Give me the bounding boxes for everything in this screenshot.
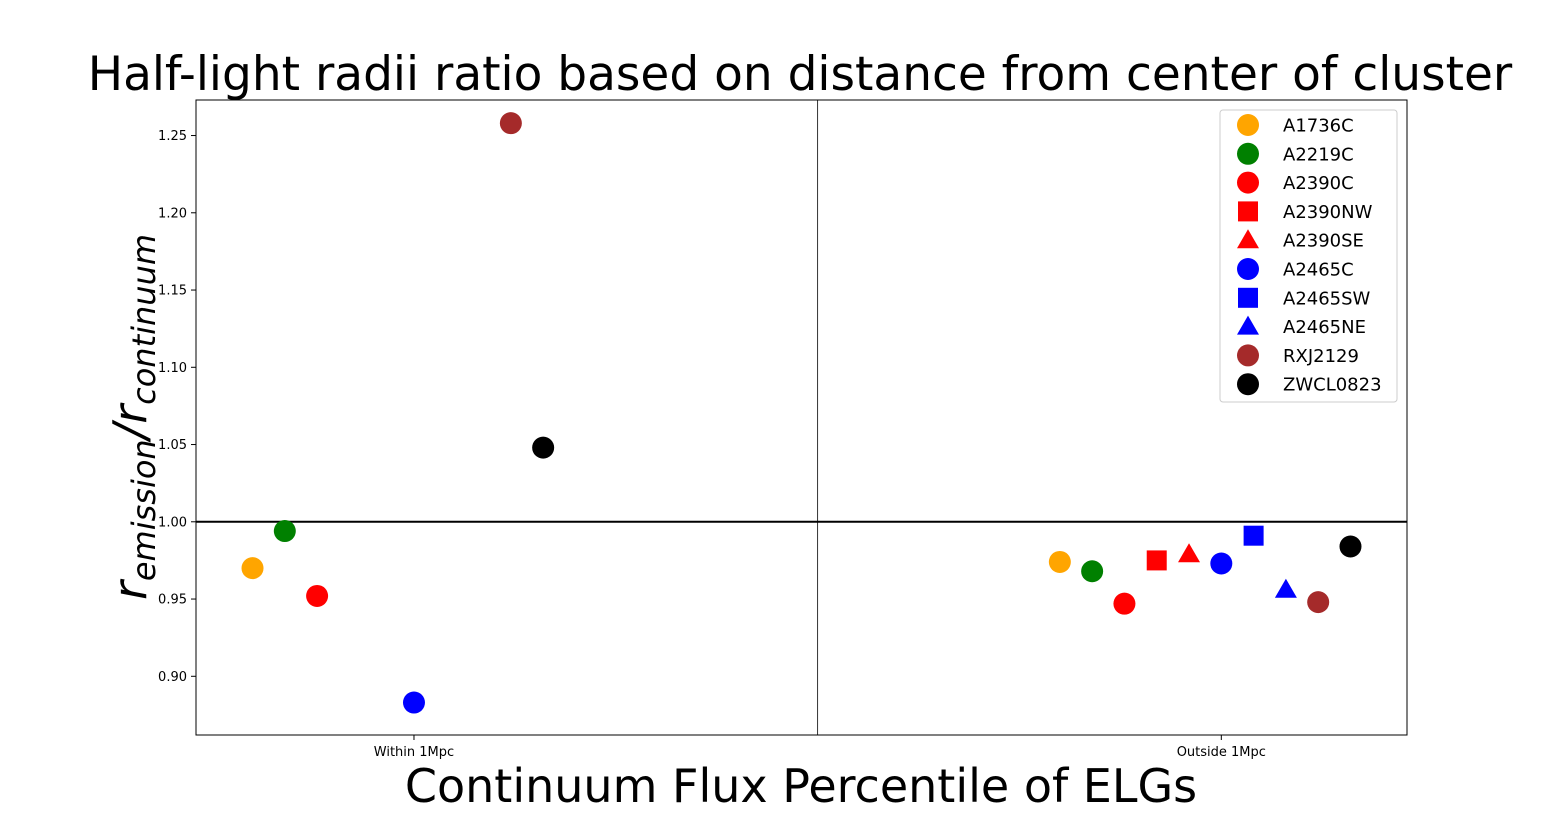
- data-point-a2465ne: [1274, 578, 1297, 598]
- data-point-a1736c: [1048, 550, 1071, 573]
- legend-label-a2390se: A2390SE: [1283, 231, 1364, 252]
- legend-label-a2390nw: A2390NW: [1283, 202, 1373, 223]
- chart-title: Half-light radii ratio based on distance…: [88, 47, 1513, 102]
- legend-marker-a2465ne: [1237, 315, 1259, 335]
- y-label-main: r: [103, 578, 157, 600]
- legend-marker-rxj2129: [1237, 344, 1259, 367]
- data-points: [241, 112, 1362, 714]
- legend-marker-a1736c: [1237, 114, 1259, 136]
- legend-marker-a2219c: [1237, 142, 1259, 165]
- reference-lines: [196, 100, 1407, 735]
- legend-label-a2219c: A2219C: [1283, 144, 1354, 165]
- data-point-a2219c: [273, 520, 296, 543]
- y-label-sub-emission: emission: [125, 439, 163, 581]
- y-tick-label: 0.90: [158, 670, 187, 685]
- legend-label-zwcl0823: ZWCL0823: [1283, 375, 1382, 396]
- legend-label-a2465ne: A2465NE: [1283, 317, 1366, 338]
- data-point-a2390nw: [1146, 550, 1167, 571]
- legend-label-a2465c: A2465C: [1283, 260, 1354, 281]
- legend-marker-a2390c: [1237, 171, 1259, 194]
- y-tick-label: 1.05: [158, 438, 187, 453]
- y-label-r: r: [103, 402, 157, 424]
- y-tick-label: 0.95: [158, 593, 187, 608]
- data-point-rxj2129: [1307, 591, 1330, 614]
- legend-marker-a2390se: [1237, 229, 1259, 249]
- legend-marker-a2465sw: [1238, 287, 1258, 308]
- y-tick-label: 1.15: [158, 284, 187, 299]
- y-tick-label: 1.20: [158, 206, 187, 221]
- data-point-a1736c: [241, 557, 264, 580]
- data-point-a2390c: [1113, 592, 1136, 615]
- data-point-rxj2129: [499, 112, 522, 135]
- y-tick-label: 1.10: [158, 361, 187, 376]
- legend-label-a2390c: A2390C: [1283, 173, 1354, 194]
- legend-marker-a2390nw: [1238, 201, 1258, 222]
- y-axis-label: remission/rcontinuum: [103, 234, 163, 600]
- axis-ticks: 0.90 0.95 1.00 1.05 1.10 1.15 1.20 1.25 Within 1…: [158, 129, 1266, 760]
- plot-area: [195, 99, 1408, 736]
- data-point-zwcl0823: [532, 436, 555, 459]
- data-point-a2465c: [402, 691, 425, 714]
- legend-label-a1736c: A1736C: [1283, 116, 1354, 137]
- x-tick-label: Outside 1Mpc: [1177, 745, 1266, 760]
- y-label-sub-continuum: continuum: [125, 234, 163, 405]
- legend-marker-zwcl0823: [1237, 373, 1259, 396]
- data-point-zwcl0823: [1339, 535, 1362, 558]
- y-tick-label: 1.25: [158, 129, 187, 144]
- legend: A1736C A2219C A2390C A2390NW A2390SE A2465C A2…: [1219, 109, 1398, 403]
- data-point-a2219c: [1081, 560, 1104, 583]
- legend-box: [1219, 109, 1398, 403]
- data-point-a2465c: [1210, 552, 1233, 575]
- legend-label-rxj2129: RXJ2129: [1283, 346, 1359, 367]
- y-tick-label: 1.00: [158, 515, 187, 530]
- x-tick-label: Within 1Mpc: [374, 745, 454, 760]
- data-point-a2390c: [306, 584, 329, 607]
- x-axis-label: Continuum Flux Percentile of ELGs: [405, 759, 1197, 813]
- data-point-a2390se: [1178, 543, 1201, 563]
- legend-marker-a2465c: [1237, 258, 1259, 280]
- legend-label-a2465sw: A2465SW: [1283, 288, 1371, 309]
- data-point-a2465sw: [1243, 525, 1264, 546]
